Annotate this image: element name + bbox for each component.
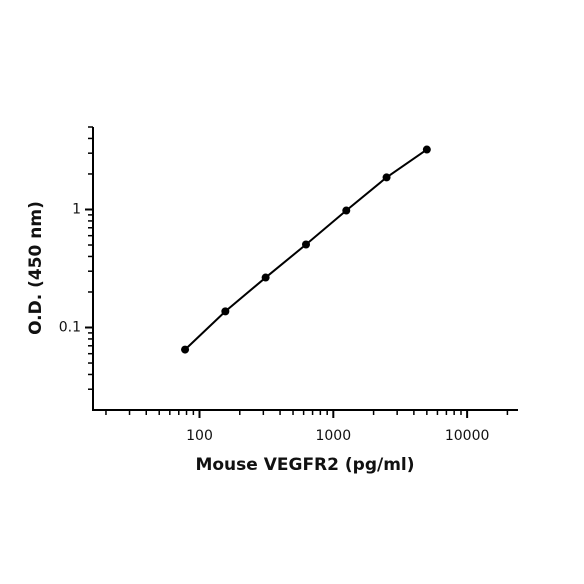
data-point [181, 345, 190, 354]
data-line [184, 148, 428, 351]
data-point [301, 240, 310, 249]
y-axis-label: O.D. (450 nm) [26, 201, 46, 335]
x-axis-label: Mouse VEGFR2 (pg/ml) [195, 455, 414, 475]
y-tick-label: 0.1 [59, 320, 81, 336]
y-tick-label: 1 [72, 201, 81, 217]
x-tick-label: 10000 [445, 428, 490, 444]
data-point [261, 273, 270, 282]
x-tick-label: 100 [186, 428, 213, 444]
data-point [221, 307, 230, 316]
data-point [342, 206, 351, 215]
x-tick-label: 1000 [315, 428, 351, 444]
data-point [382, 173, 391, 182]
data-point [422, 145, 431, 154]
